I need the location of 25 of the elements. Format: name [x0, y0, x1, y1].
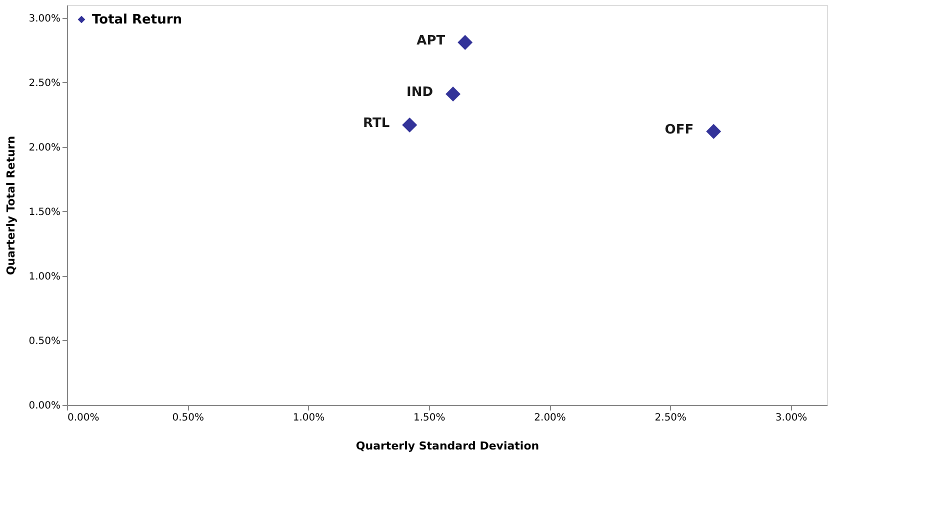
y-axis-title: Quarterly Total Return [4, 136, 18, 276]
point [456, 34, 474, 51]
y-tick-label: 3.00% [28, 13, 60, 24]
point [401, 116, 418, 134]
x-axis-title: Quarterly Standard Deviation [356, 440, 540, 452]
x-tick-label: 3.00% [775, 412, 808, 424]
y-tick-label: 1.00% [28, 271, 60, 282]
annotation: RTL [363, 116, 390, 131]
annotation: OFF [664, 122, 694, 138]
point [705, 122, 722, 140]
y-tick-label: 1.50% [28, 206, 60, 218]
y-tick-label: 2.50% [28, 78, 60, 89]
x-tick-label: 0.00% [68, 412, 100, 424]
x-tick-label: 2.50% [654, 412, 687, 424]
x-tick-label: 0.50% [172, 412, 204, 424]
y-tick-label: 0.50% [28, 336, 60, 347]
y-tick-label: 2.00% [28, 142, 60, 154]
point [444, 86, 462, 102]
x-tick-label: 1.50% [414, 412, 446, 424]
x-tick-label: 2.00% [534, 412, 566, 424]
x-tick-label: 1.00% [292, 412, 325, 424]
y-tick-label: 0.00% [28, 400, 60, 412]
annotation: APT [416, 33, 446, 48]
annotation: IND [406, 85, 434, 100]
legend-label: Total Return [92, 12, 182, 28]
